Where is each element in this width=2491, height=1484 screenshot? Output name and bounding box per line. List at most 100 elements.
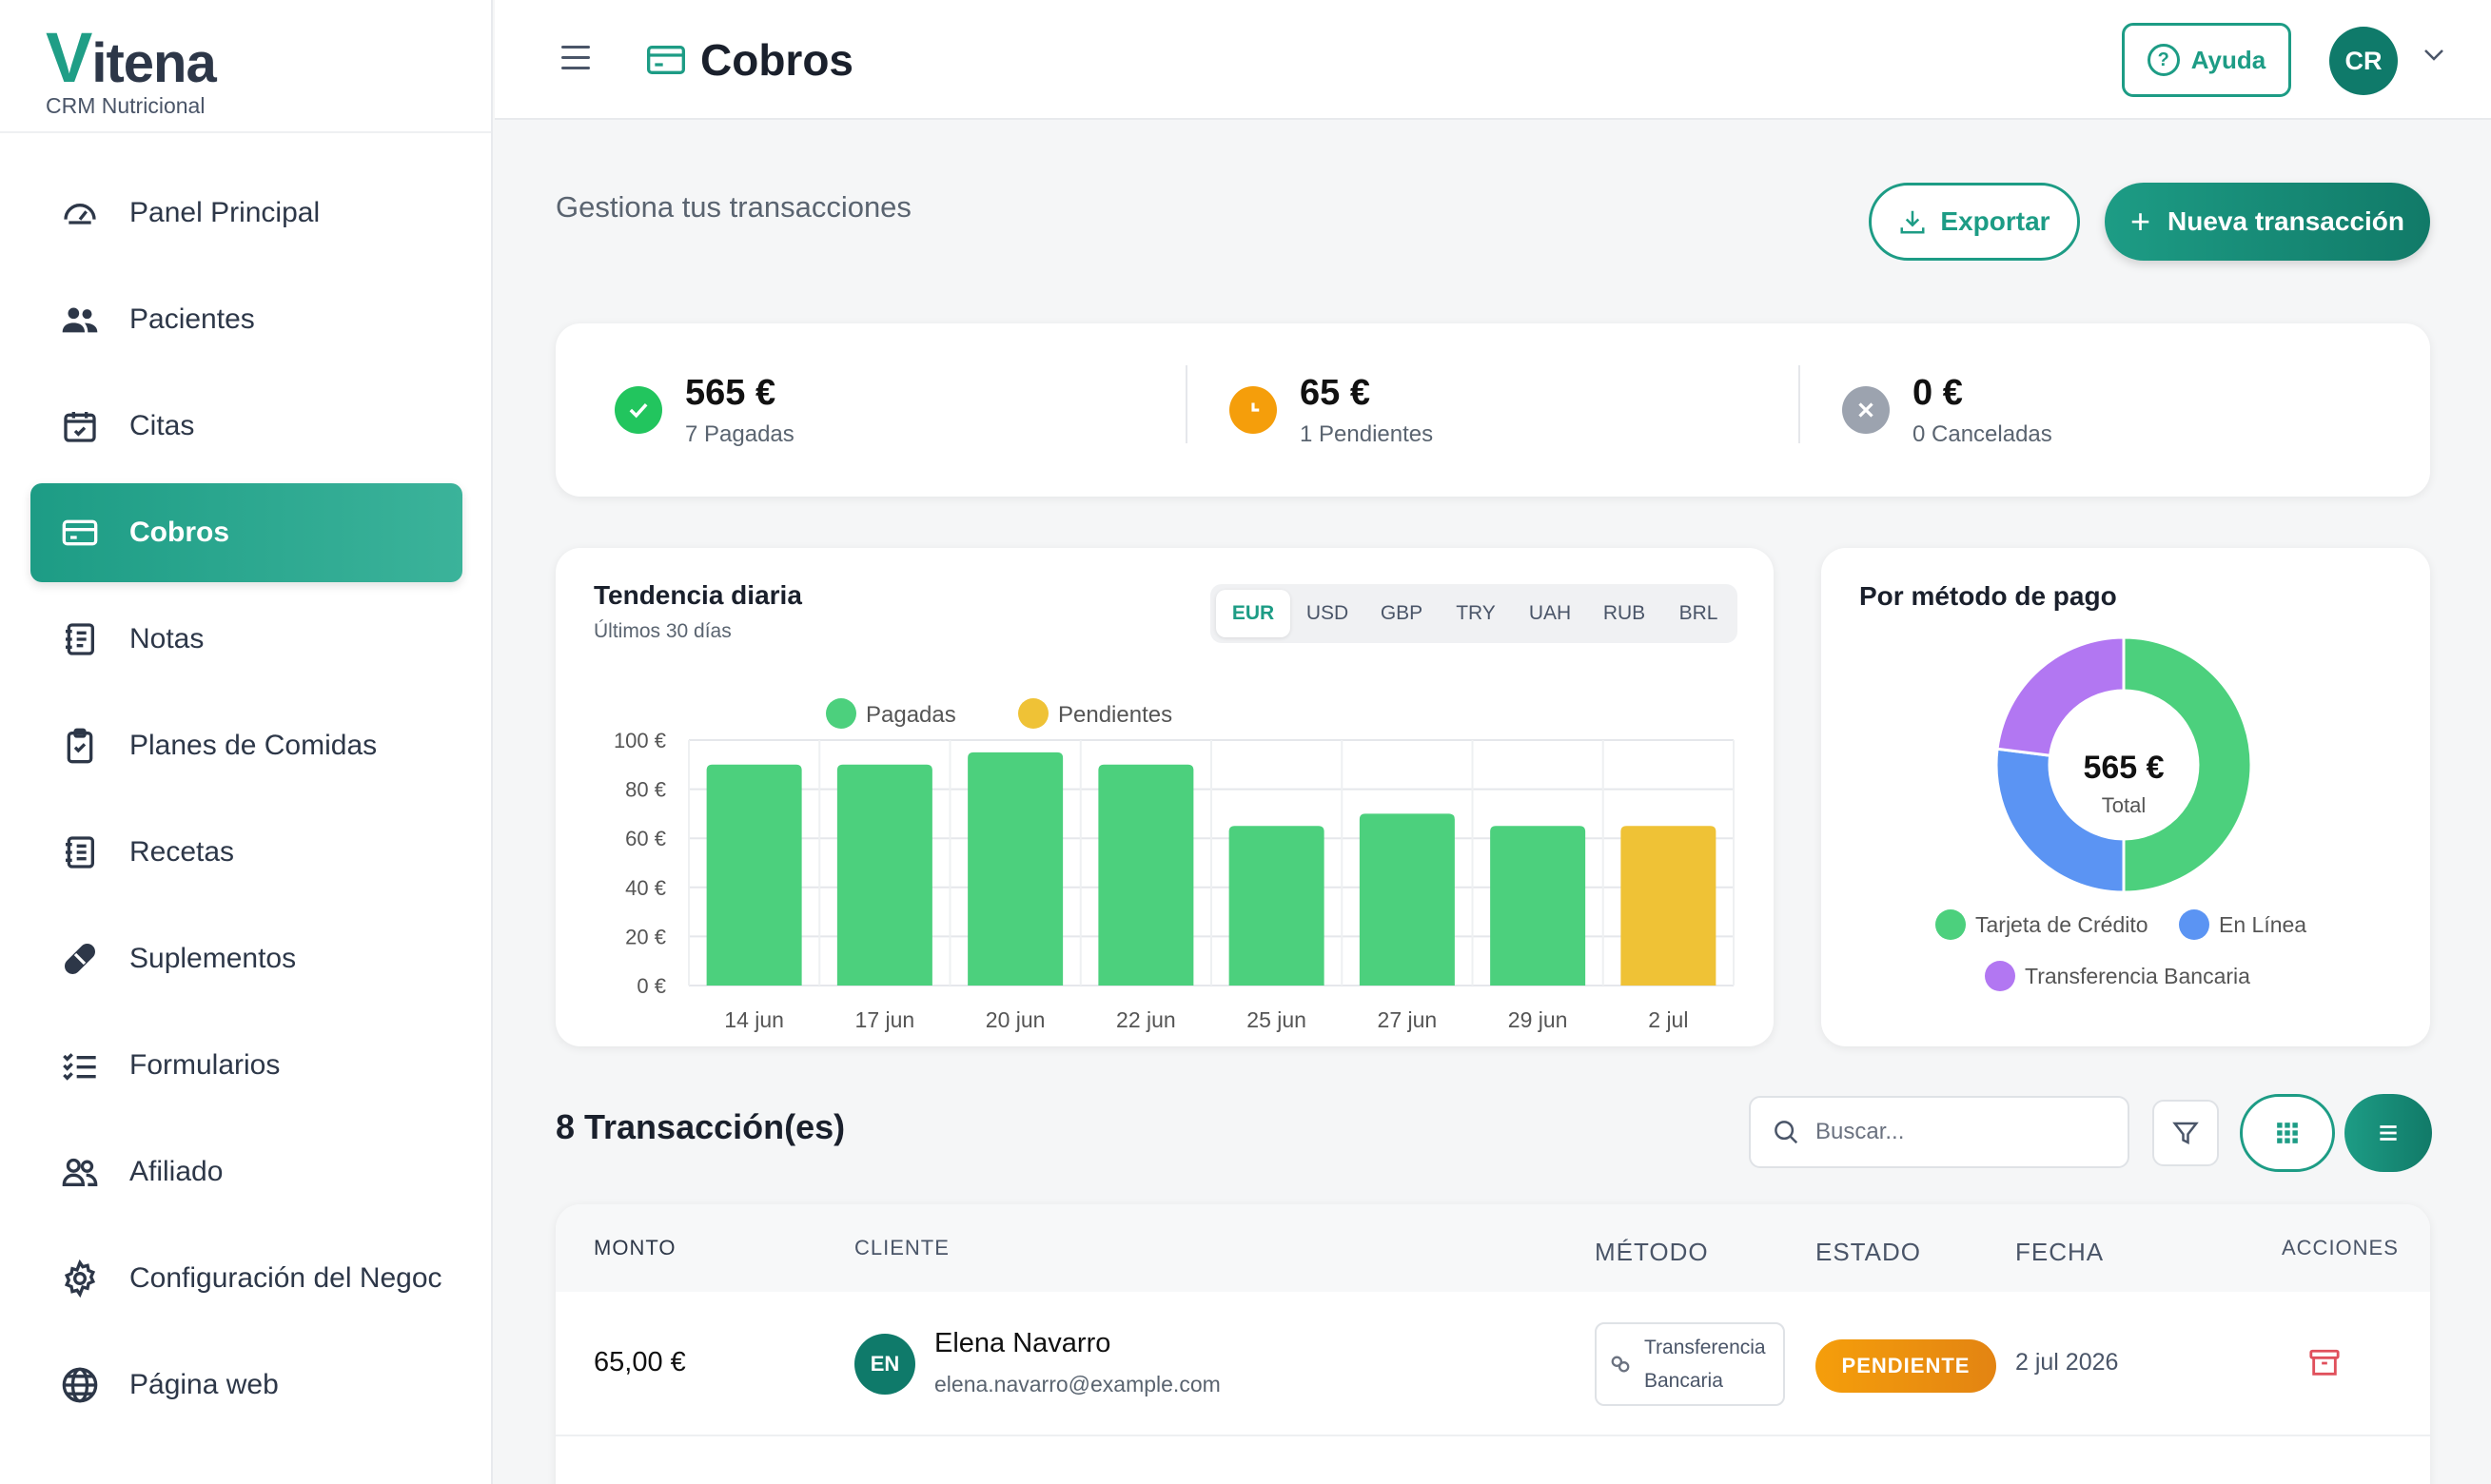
sidebar-item-label: Panel Principal: [129, 197, 321, 228]
help-button[interactable]: ? Ayuda: [2122, 23, 2291, 97]
y-tick-label: 100 €: [614, 729, 666, 752]
y-tick-label: 60 €: [625, 827, 666, 850]
chart-subtitle: Últimos 30 días: [594, 620, 732, 642]
menu-toggle-icon[interactable]: [561, 46, 590, 70]
logo-wordmark: Vitena: [46, 18, 217, 97]
column-header-fecha[interactable]: FECHA: [2015, 1237, 2105, 1266]
filter-button[interactable]: [2152, 1100, 2219, 1166]
download-icon: [1900, 210, 1925, 234]
clock-icon: [1229, 386, 1277, 434]
legend-swatch-2: [1985, 961, 2015, 991]
client-email: elena.navarro@example.com: [934, 1372, 1221, 1396]
stat-paid-label: 7 Pagadas: [685, 420, 794, 447]
archive-button[interactable]: [2308, 1347, 2341, 1384]
bar-pagadas-3: [1098, 764, 1194, 986]
sidebar-item-label: Notas: [129, 623, 205, 654]
x-tick-label: 2 jul: [1648, 1007, 1688, 1032]
question-icon: ?: [2147, 44, 2180, 76]
sidebar-item-label: Formularios: [129, 1049, 281, 1081]
divider: [1798, 365, 1800, 443]
tab-uah[interactable]: UAH: [1528, 602, 1572, 624]
sidebar-item-formularios[interactable]: Formularios: [30, 1016, 462, 1115]
filter-icon: [2172, 1122, 2199, 1145]
legend-label-2: Transferencia Bancaria: [2025, 964, 2250, 988]
y-tick-label: 40 €: [625, 876, 666, 900]
recipe-list-icon: [59, 831, 101, 873]
method-line-2: Bancaria: [1644, 1370, 1723, 1392]
tab-try[interactable]: TRY: [1456, 602, 1496, 624]
slice-2: [1995, 635, 2126, 757]
bar-pendientes-7: [1620, 826, 1716, 986]
legend-label-1: Pendientes: [1058, 702, 1172, 728]
row-amount: 65,00 €: [594, 1347, 686, 1377]
search-box: [1749, 1096, 2129, 1168]
sidebar-item-citas[interactable]: Citas: [30, 377, 462, 476]
search-input[interactable]: [1815, 1119, 2101, 1145]
sidebar-item-configuracion[interactable]: Configuración del Negoc: [30, 1229, 462, 1328]
tab-brl[interactable]: BRL: [1678, 602, 1718, 624]
sidebar-item-pacientes[interactable]: Pacientes: [30, 270, 462, 369]
sidebar: Vitena CRM Nutricional Panel Principal P…: [0, 0, 493, 1484]
table-row[interactable]: 65,00 € EN Elena Navarro elena.navarro@e…: [556, 1292, 2430, 1436]
stat-pending: 65 € 1 Pendientes: [1229, 323, 1433, 497]
new-transaction-button[interactable]: + Nueva transacción: [2105, 183, 2430, 261]
divider: [1186, 365, 1187, 443]
bar-pagadas-0: [706, 764, 802, 986]
tab-gbp[interactable]: GBP: [1380, 602, 1423, 624]
search-icon: [1775, 1121, 1798, 1144]
method-chip: Transferencia Bancaria: [1595, 1322, 1785, 1406]
sidebar-item-panel-principal[interactable]: Panel Principal: [30, 164, 462, 263]
sidebar-item-cobros[interactable]: Cobros: [30, 483, 462, 582]
credit-card-icon: [59, 512, 101, 554]
column-header-monto[interactable]: MONTO: [594, 1236, 677, 1259]
affiliate-users-icon: [59, 1151, 101, 1193]
grid-view-button[interactable]: [2240, 1094, 2335, 1172]
tab-rub[interactable]: RUB: [1602, 602, 1646, 624]
list-view-button[interactable]: [2344, 1094, 2432, 1172]
list-icon: [2380, 1125, 2397, 1141]
sidebar-item-pagina-web[interactable]: Página web: [30, 1336, 462, 1435]
archive-icon: [2309, 1349, 2340, 1376]
x-tick-label: 25 jun: [1246, 1007, 1306, 1032]
grid-icon: [2277, 1123, 2298, 1143]
top-bar: Cobros ? Ayuda CR: [495, 0, 2491, 120]
sidebar-item-recetas[interactable]: Recetas: [30, 803, 462, 902]
sidebar-item-suplementos[interactable]: Suplementos: [30, 909, 462, 1008]
sidebar-item-planes-de-comidas[interactable]: Planes de Comidas: [30, 696, 462, 795]
client-avatar: EN: [854, 1334, 915, 1395]
client-name[interactable]: Elena Navarro: [934, 1328, 1111, 1358]
page-title: Cobros: [700, 35, 853, 85]
clipboard-icon: [59, 725, 101, 767]
chart-title: Por método de pago: [1859, 581, 2117, 611]
new-transaction-label: Nueva transacción: [2167, 206, 2405, 236]
export-button-label: Exportar: [1940, 206, 2050, 236]
sidebar-item-label: Suplementos: [129, 943, 297, 974]
chevron-down-icon[interactable]: [2422, 48, 2445, 68]
method-line-1: Transferencia: [1644, 1337, 1766, 1358]
row-date: 2 jul 2026: [2015, 1349, 2119, 1376]
donut-center-value: 565 €: [2083, 750, 2164, 786]
sidebar-item-label: Planes de Comidas: [129, 730, 378, 761]
column-header-metodo[interactable]: MÉTODO: [1595, 1237, 1709, 1266]
stat-paid-value: 565 €: [685, 372, 776, 413]
sidebar-item-label: Configuración del Negoc: [129, 1262, 442, 1294]
column-header-estado[interactable]: ESTADO: [1815, 1237, 1921, 1266]
legend-label-0: Tarjeta de Crédito: [1975, 912, 2148, 937]
sidebar-item-afiliado[interactable]: Afiliado: [30, 1123, 462, 1221]
sidebar-item-label: Página web: [129, 1369, 279, 1400]
sidebar-item-notas[interactable]: Notas: [30, 590, 462, 689]
tab-usd[interactable]: USD: [1305, 602, 1349, 624]
column-header-cliente[interactable]: CLIENTE: [854, 1236, 950, 1259]
user-avatar[interactable]: CR: [2329, 27, 2398, 95]
users-icon: [59, 299, 101, 341]
brand-logo[interactable]: Vitena CRM Nutricional: [0, 0, 491, 133]
chart-title: Tendencia diaria: [594, 580, 802, 610]
daily-trend-chart: Pagadas Pendientes 0 € 20 € 40 € 60 € 80 € 100 …: [614, 698, 1735, 1032]
stat-pending-label: 1 Pendientes: [1300, 420, 1434, 447]
tab-eur[interactable]: EUR: [1216, 590, 1290, 637]
export-button[interactable]: Exportar: [1869, 183, 2080, 261]
checklist-icon: [59, 1045, 101, 1086]
table-row[interactable]: [556, 1438, 2430, 1484]
column-header-acciones: ACCIONES: [2282, 1236, 2399, 1259]
logo-tagline: CRM Nutricional: [46, 93, 206, 118]
